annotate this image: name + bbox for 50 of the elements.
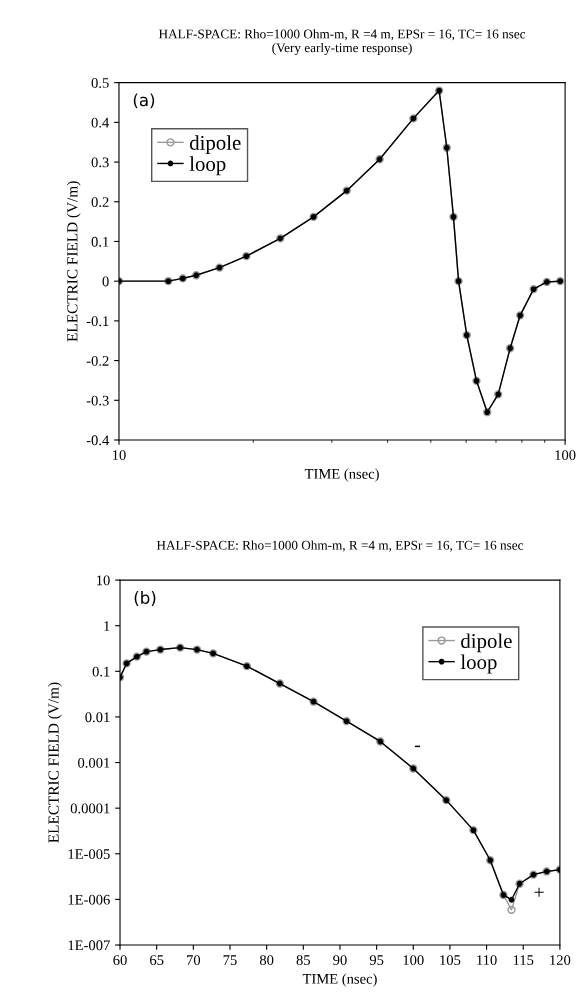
x-tick-label: 80	[259, 955, 274, 965]
y-tick-label: 0.1	[92, 666, 110, 677]
point	[507, 905, 516, 915]
x-tick-label: 75	[223, 955, 237, 965]
y-tick-label: -0.2	[86, 355, 109, 366]
x-tick-label: 60	[113, 955, 127, 965]
y-tick-label: 1E-005	[68, 849, 110, 859]
chart-subtitle: (Very early-time response)	[272, 42, 412, 55]
x-tick-label: 115	[513, 955, 534, 965]
y-tick-label: -0.3	[86, 395, 109, 406]
x-tick-label: 85	[296, 955, 311, 965]
y-tick-label: 10	[97, 575, 110, 586]
y-tick-label: 1E-007	[68, 940, 110, 951]
y-tick-label: -0.4	[86, 435, 110, 446]
y-tick-label: 0.001	[78, 757, 110, 768]
x-tick-label: 100	[555, 450, 576, 460]
point	[508, 896, 515, 903]
y-axis-title: ELECTRIC FIELD (V/m)	[47, 682, 62, 843]
x-tick-label: 95	[369, 955, 384, 965]
y-tick-label: 0.3	[91, 157, 109, 168]
annotation: (a)	[133, 93, 155, 109]
x-tick-label: 70	[187, 955, 201, 965]
x-tick-label: 100	[403, 955, 424, 965]
x-axis-title: TIME (nsec)	[302, 973, 377, 987]
y-tick-label: 0.5	[91, 78, 109, 88]
y-tick-label: 0.2	[91, 197, 109, 208]
y-tick-label: 0.4	[91, 117, 110, 128]
x-tick-label: 110	[477, 955, 497, 965]
y-tick-label: 0	[102, 276, 109, 287]
x-tick-label: 120	[550, 955, 571, 965]
y-tick-label: 0.1	[91, 236, 109, 247]
x-tick-label: 105	[440, 955, 461, 965]
legend-label: dipole	[461, 633, 512, 653]
chart-title: HALF-SPACE: Rho=1000 Ohm-m, R =4 m, EPSr = 16, TC= 16 nsec	[156, 540, 524, 552]
annotation: +	[534, 887, 544, 897]
legend-label: loop	[189, 156, 226, 176]
chart-title: HALF-SPACE: Rho=1000 Ohm-m, R =4 m, EPSr = 16, TC= 16 nsec	[158, 29, 526, 41]
y-tick-label: 0.01	[85, 712, 110, 723]
legend-label: loop	[460, 654, 497, 674]
annotation: -	[414, 745, 420, 748]
y-tick-label: 1	[104, 621, 110, 631]
x-tick-label: 65	[150, 955, 164, 965]
legend-label: dipole	[189, 135, 241, 155]
y-tick-label: -0.1	[86, 316, 109, 327]
x-tick-label: 90	[333, 955, 347, 965]
annotation: (b)	[134, 591, 156, 606]
x-axis-title: TIME (nsec)	[304, 468, 379, 482]
y-tick-label: 1E-006	[68, 894, 110, 905]
y-tick-label: 0.0001	[70, 803, 110, 814]
y-axis-title: ELECTRIC FIELD (V/m)	[66, 181, 81, 342]
